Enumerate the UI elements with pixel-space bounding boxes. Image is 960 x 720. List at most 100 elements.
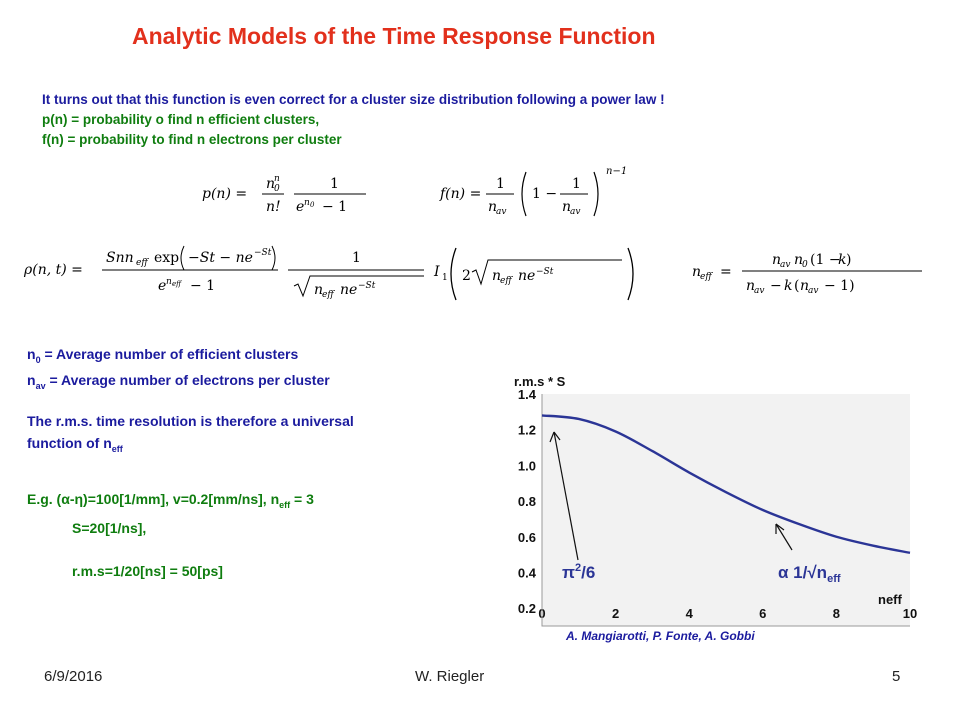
y-tick-label: 0.4 bbox=[518, 565, 537, 580]
svg-text:n−1: n−1 bbox=[606, 166, 627, 177]
example-line-1: E.g. (α-η)=100[1/mm], v=0.2[mm/ns], neff… bbox=[27, 491, 314, 510]
svg-text:eff: eff bbox=[322, 290, 335, 300]
svg-text:0: 0 bbox=[802, 260, 808, 270]
footer-author: W. Riegler bbox=[415, 668, 485, 685]
x-tick-label: 8 bbox=[833, 606, 840, 621]
slide-title: Analytic Models of the Time Response Fun… bbox=[132, 23, 656, 49]
svg-text:eff: eff bbox=[172, 280, 182, 288]
svg-text:n: n bbox=[274, 174, 280, 184]
svg-text:0: 0 bbox=[310, 201, 315, 209]
svg-text:av: av bbox=[808, 286, 818, 296]
intro-line-2: p(n) = probability o find n efficient cl… bbox=[42, 112, 320, 127]
svg-text:exp: exp bbox=[154, 250, 179, 266]
svg-text:n: n bbox=[166, 277, 172, 287]
svg-text:(1 −: (1 − bbox=[810, 252, 841, 268]
y-tick-label: 0.6 bbox=[518, 530, 536, 545]
series-line bbox=[541, 414, 911, 555]
x-axis-label: neff bbox=[878, 592, 903, 607]
y-tick-label: 0.8 bbox=[518, 494, 536, 509]
svg-text:n!: n! bbox=[266, 199, 281, 215]
svg-text:n: n bbox=[800, 278, 809, 294]
formula-rho: ρ(n, t) = Snn eff exp −St − ne −St e n eff −… bbox=[22, 236, 662, 306]
x-tick-label: 4 bbox=[686, 606, 694, 621]
plot-frame bbox=[542, 394, 910, 626]
svg-text:eff: eff bbox=[500, 276, 513, 286]
svg-text:1: 1 bbox=[442, 273, 448, 283]
svg-text:n: n bbox=[314, 282, 323, 298]
annotation-pi-sq-over-6: π2/6 bbox=[562, 562, 595, 582]
svg-text:av: av bbox=[496, 207, 506, 217]
svg-text:k: k bbox=[784, 278, 792, 294]
svg-text:eff: eff bbox=[700, 272, 713, 282]
svg-text:n: n bbox=[492, 268, 501, 284]
svg-text:−St: −St bbox=[254, 248, 272, 258]
svg-text:av: av bbox=[570, 207, 580, 217]
intro-line-1: It turns out that this function is even … bbox=[42, 92, 665, 107]
svg-text:n: n bbox=[562, 199, 571, 215]
svg-text:−St: −St bbox=[358, 281, 376, 291]
svg-text:−St: −St bbox=[536, 267, 554, 277]
svg-text:eff: eff bbox=[136, 258, 149, 268]
intro-text: It turns out that this function is even … bbox=[42, 90, 665, 150]
svg-text:e: e bbox=[158, 278, 166, 294]
example-line-2: S=20[1/ns], bbox=[72, 519, 147, 536]
svg-text:n: n bbox=[266, 176, 275, 192]
x-tick-label: 10 bbox=[903, 606, 917, 621]
arrow-pi-annotation bbox=[549, 431, 579, 561]
svg-text:2: 2 bbox=[462, 268, 471, 284]
x-tick-label: 2 bbox=[612, 606, 619, 621]
svg-text:n: n bbox=[304, 198, 310, 208]
svg-text:av: av bbox=[754, 286, 764, 296]
y-tick-label: 1.2 bbox=[518, 423, 536, 438]
arrow-sqrt-annotation bbox=[775, 523, 793, 551]
svg-text:e: e bbox=[296, 199, 304, 215]
svg-text:1: 1 bbox=[572, 176, 581, 192]
example-text: E.g. (α-η)=100[1/mm], v=0.2[mm/ns], neff… bbox=[27, 488, 314, 583]
svg-text:k: k bbox=[838, 252, 846, 268]
rms-chart-svg: 0.20.40.60.81.01.21.40 2 4 6 8 10 r.m.s * S n… bbox=[514, 374, 917, 643]
svg-text:0: 0 bbox=[274, 184, 280, 194]
svg-text:ρ(n, t) =: ρ(n, t) = bbox=[23, 262, 83, 278]
svg-text:−St − ne: −St − ne bbox=[188, 250, 253, 266]
x-tick-label: 6 bbox=[759, 606, 766, 621]
svg-text:n: n bbox=[772, 252, 781, 268]
svg-text:(: ( bbox=[794, 278, 799, 294]
svg-text:p(n) =: p(n) = bbox=[202, 186, 247, 202]
example-line-3: r.m.s=1/20[ns] = 50[ps] bbox=[72, 562, 223, 579]
svg-text:ne: ne bbox=[518, 268, 535, 284]
svg-text:1: 1 bbox=[330, 176, 339, 192]
chart-credit: A. Mangiarotti, P. Fonte, A. Gobbi bbox=[565, 629, 755, 643]
svg-text:n: n bbox=[794, 252, 803, 268]
svg-text:1: 1 bbox=[496, 176, 505, 192]
svg-text:− 1): − 1) bbox=[824, 278, 855, 294]
def-nav: nav = Average number of electrons per cl… bbox=[27, 371, 330, 391]
rms-chart: 0.2 0.4 0.6 0.8 1.0 1.2 1.4 0 2 4 6 8 10 r.m.s * S n… bbox=[500, 362, 930, 657]
svg-text:f(n) =: f(n) = bbox=[439, 186, 481, 202]
y-tick-label: 1.0 bbox=[518, 458, 536, 473]
footer-page-number: 5 bbox=[892, 668, 901, 685]
svg-text:ne: ne bbox=[340, 282, 357, 298]
def-n0: n0 = Average number of efficient cluster… bbox=[27, 346, 299, 365]
svg-text:n: n bbox=[488, 199, 497, 215]
definitions: n0 = Average number of efficient cluster… bbox=[27, 344, 330, 396]
svg-text:): ) bbox=[846, 252, 851, 268]
y-axis-label: r.m.s * S bbox=[514, 374, 566, 389]
svg-text:=: = bbox=[720, 264, 732, 280]
intro-line-3: f(n) = probability to find n electrons p… bbox=[42, 132, 342, 147]
y-tick-label: 1.4 bbox=[518, 387, 537, 402]
svg-text:1: 1 bbox=[352, 250, 361, 266]
resolution-text: The r.m.s. time resolution is therefore … bbox=[27, 410, 354, 460]
svg-text:Snn: Snn bbox=[106, 250, 134, 266]
svg-text:n: n bbox=[692, 264, 701, 280]
resolution-line-1: The r.m.s. time resolution is therefore … bbox=[27, 413, 354, 429]
y-tick-label: 0.2 bbox=[518, 601, 536, 616]
svg-text:− 1: − 1 bbox=[190, 278, 215, 294]
svg-text:I: I bbox=[433, 264, 440, 280]
resolution-line-2: function of neff bbox=[27, 435, 123, 454]
svg-text:− 1: − 1 bbox=[322, 199, 347, 215]
annotation-inv-sqrt-neff: α 1/√neff bbox=[778, 563, 841, 585]
svg-text:1 −: 1 − bbox=[532, 186, 557, 202]
svg-text:n: n bbox=[746, 278, 755, 294]
